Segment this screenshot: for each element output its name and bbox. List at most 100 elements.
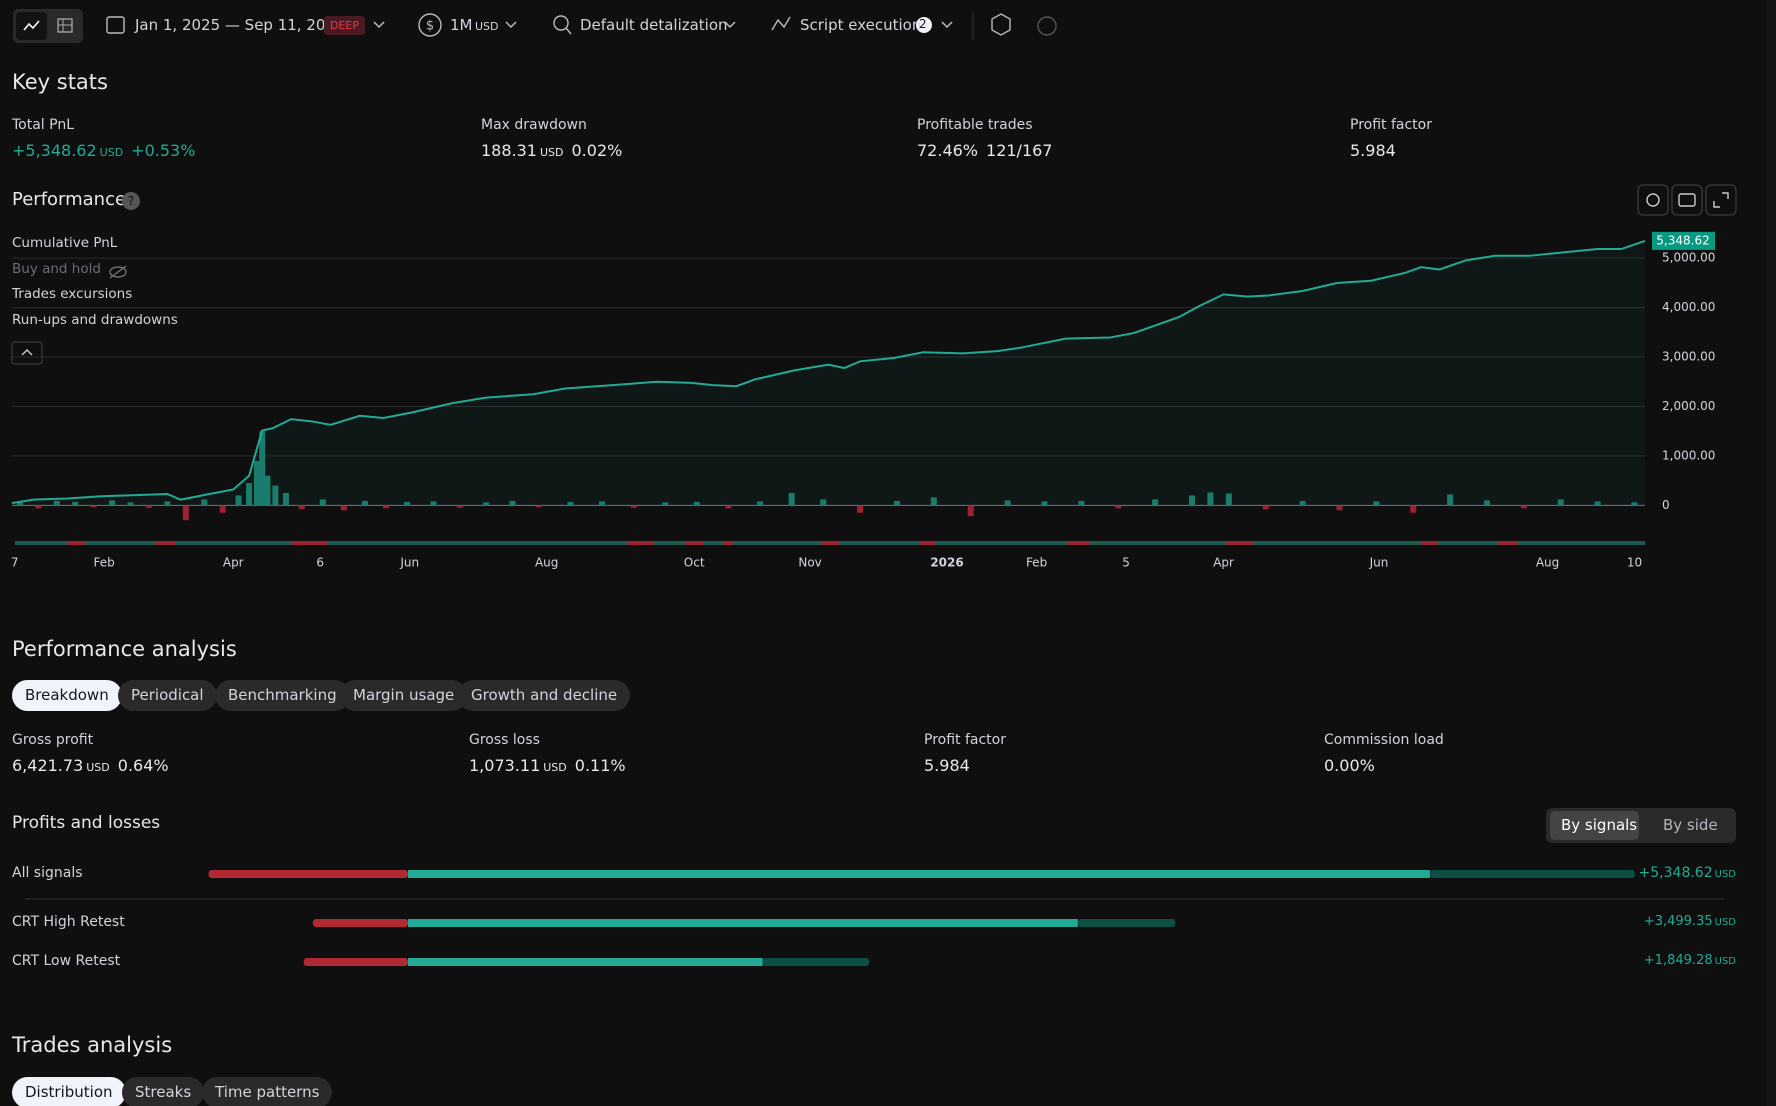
tab[interactable]: Benchmarking [215,680,350,711]
trade-bar [16,501,23,506]
tab[interactable]: Breakdown [12,680,122,711]
alert-icon[interactable] [1037,16,1057,36]
currency: USD [475,20,499,33]
value: +5,348.62 [1638,865,1713,881]
line [11,239,1646,505]
legend-item[interactable]: Trades excursions [12,286,133,302]
stat-value: 5.984 [1350,141,1396,160]
date-range[interactable]: Jan 1, 2025 — Sep 11, 2026 [135,16,345,34]
row-total: +3,499.35 USD [1644,914,1736,929]
trade-bar [264,475,271,506]
trade-bar [340,505,347,511]
tab[interactable]: Growth and decline [458,680,631,711]
unit: USD [1714,917,1736,928]
loss-bar [312,919,408,927]
chevron[interactable] [941,21,953,29]
chart-icon [23,20,40,31]
capital[interactable]: 1M [450,16,473,34]
trade-bar [1262,505,1269,510]
calendar-icon[interactable] [106,16,125,34]
trade-bar [788,492,795,506]
help-icon[interactable]: ? [122,192,140,210]
stat-value: 1,073.11 USD 0.11% [469,756,626,775]
trade-bar [1520,505,1527,509]
trade-bar [259,431,266,506]
section-title: Trades analysis [12,1033,173,1057]
trade-bar [1004,500,1011,506]
trade-bar [1594,501,1601,506]
unit: USD [1714,956,1736,967]
collapse-button[interactable] [11,341,43,365]
stat-value: 188.31 USD 0.02% [481,141,622,160]
legend-item[interactable]: Run-ups and drawdowns [12,312,178,328]
row-total: +5,348.62 USD [1639,865,1736,881]
rest-bar [762,958,870,966]
toggle-option[interactable]: By side [1663,816,1718,834]
detalization-icon[interactable] [553,15,569,31]
toggle-option[interactable]: By signals [1561,816,1638,834]
legend-item[interactable]: Cumulative PnL [12,235,118,251]
chevron[interactable] [505,21,517,29]
unit: USD [539,146,564,159]
stat-value: 6,421.73 USD 0.64% [12,756,169,775]
trade-bar [1410,505,1417,513]
chevron[interactable] [724,21,736,29]
trade-bar [1041,501,1048,506]
trade-bar [90,505,97,508]
toolbar-icons: $ [13,9,1057,43]
trade-bar [1373,501,1380,506]
scrollbar[interactable] [1766,0,1776,1106]
trade-bar [630,505,637,508]
trade-bar [164,501,171,506]
x-tick-label: Apr [1213,556,1234,570]
detalization[interactable]: Default detalization [580,16,728,34]
value: 6,421.73 [12,756,84,775]
value: +1,849.28 [1643,953,1713,968]
trade-bar [272,485,279,506]
row-name: CRT Low Retest [12,953,121,969]
stat-label: Max drawdown [481,117,587,133]
row-name: CRT High Retest [12,914,125,930]
x-tick-label: 10 [1627,556,1642,570]
trade-bar [182,505,189,521]
hidden-icon[interactable] [109,265,127,279]
y-tick-label: 0 [1662,498,1670,512]
loss-bar [208,870,408,878]
tab[interactable]: Margin usage [340,680,468,711]
svg-text:$: $ [426,19,434,34]
trade-bar [1078,500,1085,506]
chart-tools [1637,184,1737,216]
tab[interactable]: Streaks [122,1077,205,1106]
trade-bar [930,497,937,506]
script-execution[interactable]: Script execution [800,16,922,34]
stat-label: Profit factor [1350,117,1432,133]
chevron[interactable] [373,21,385,29]
trade-bar [145,505,152,508]
last-value-badge [1652,231,1715,250]
tab[interactable]: Distribution [12,1077,126,1106]
y-tick-label: 5,000.00 [1662,251,1715,265]
profit-bar [408,919,1078,927]
y-tick-label: 4,000.00 [1662,300,1715,314]
legend-item[interactable]: Buy and hold [12,261,101,277]
snapshot-button[interactable] [1671,184,1703,216]
x-tick-label: Apr [223,556,244,570]
unit: USD [543,761,567,774]
trade-bar [967,505,974,517]
unit: USD [99,146,124,159]
tab[interactable]: Time patterns [202,1077,333,1106]
trade-bar [201,499,208,506]
trade-bar [253,460,260,506]
trade-bar [127,502,134,506]
fullscreen-button[interactable] [1705,184,1737,216]
tab[interactable]: Periodical [118,680,217,711]
settings-button[interactable] [1637,184,1669,216]
dollar-icon[interactable] [418,13,442,37]
toggle-selected[interactable] [1550,811,1639,840]
section-title: Profits and losses [12,813,161,833]
script-icon[interactable] [771,16,791,31]
profit-bar [408,870,1430,878]
trade-bar [383,505,390,509]
settings-icon[interactable] [991,13,1011,36]
